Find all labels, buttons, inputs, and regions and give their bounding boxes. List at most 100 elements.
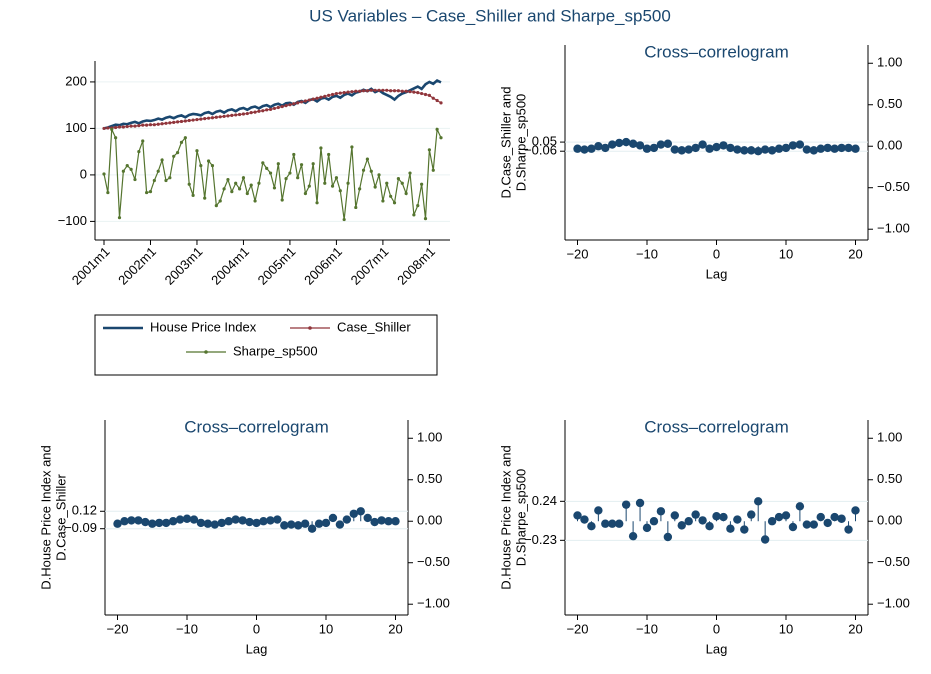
- point: [370, 517, 379, 527]
- series-marker: [121, 125, 125, 129]
- series-marker: [129, 124, 133, 128]
- series-marker: [315, 96, 319, 100]
- series-marker: [114, 125, 118, 130]
- series-marker: [427, 93, 431, 98]
- series-marker: [404, 89, 408, 93]
- y-tick-label: −0.06: [524, 143, 557, 158]
- series-marker: [307, 98, 311, 102]
- y-axis-label: D.Sharpe_sp500: [513, 469, 528, 567]
- point: [830, 144, 839, 153]
- series-marker: [423, 92, 428, 97]
- series-marker: [323, 181, 327, 185]
- point: [293, 521, 303, 530]
- series-marker: [110, 127, 114, 131]
- series-marker: [241, 112, 246, 116]
- point: [628, 531, 638, 541]
- series-marker: [199, 164, 203, 168]
- series-marker: [129, 167, 133, 171]
- series-marker: [187, 118, 191, 123]
- y-tick-label: −100: [58, 213, 87, 228]
- series-marker: [237, 187, 242, 191]
- point: [795, 140, 805, 149]
- series-marker: [373, 88, 377, 92]
- series-marker: [145, 123, 149, 127]
- series-marker: [241, 176, 246, 180]
- point: [349, 509, 358, 518]
- series-marker: [102, 126, 106, 131]
- point: [189, 515, 199, 524]
- series-marker: [396, 177, 400, 181]
- point: [691, 510, 700, 519]
- series-marker: [172, 154, 176, 158]
- series-marker: [218, 199, 222, 203]
- series-marker: [330, 92, 335, 97]
- series-marker: [249, 183, 253, 187]
- series-marker: [168, 121, 172, 125]
- point: [747, 510, 756, 519]
- point: [384, 517, 393, 526]
- series-marker: [191, 193, 195, 197]
- y-tick-label: 0: [80, 166, 87, 181]
- series-marker: [354, 205, 358, 210]
- x-axis-label: Lag: [706, 641, 728, 656]
- series-marker: [168, 176, 172, 180]
- y-tick-label: 200: [65, 73, 87, 88]
- point: [266, 516, 275, 525]
- point: [649, 143, 659, 153]
- point: [580, 145, 589, 154]
- point: [726, 143, 735, 153]
- point: [802, 520, 812, 529]
- y2-tick-label: 0.50: [877, 471, 902, 486]
- point: [245, 517, 254, 527]
- point: [321, 518, 331, 528]
- series-marker: [423, 217, 428, 221]
- point: [196, 518, 206, 528]
- series-marker: [392, 89, 397, 93]
- y2-tick-label: −1.00: [877, 221, 910, 236]
- series-marker: [439, 136, 443, 140]
- series-marker: [218, 115, 222, 119]
- point: [740, 146, 749, 155]
- series-marker: [203, 196, 207, 200]
- point: [635, 498, 645, 508]
- point: [314, 519, 324, 528]
- y2-tick-label: −1.00: [877, 596, 910, 611]
- point: [691, 143, 700, 153]
- point: [182, 514, 192, 523]
- series-marker: [226, 114, 230, 118]
- point: [830, 512, 839, 522]
- series-marker: [214, 203, 218, 208]
- point: [656, 507, 666, 516]
- y2-tick-label: 0.50: [877, 96, 902, 111]
- y-tick-label: 0.12: [72, 503, 97, 518]
- series-marker: [280, 104, 284, 109]
- point: [231, 515, 240, 524]
- point: [238, 516, 247, 525]
- series-marker: [389, 89, 393, 93]
- series-marker: [245, 191, 249, 196]
- point: [203, 519, 213, 528]
- series-marker: [179, 119, 184, 124]
- y2-tick-label: 0.00: [877, 513, 902, 528]
- series-marker: [358, 187, 362, 191]
- point: [127, 516, 136, 525]
- y2-tick-label: 0.50: [417, 471, 442, 486]
- point: [635, 141, 645, 150]
- point: [280, 521, 289, 530]
- point: [663, 139, 673, 148]
- series-marker: [106, 190, 110, 195]
- series-marker: [175, 150, 180, 155]
- series-line: [103, 127, 442, 220]
- point: [774, 144, 784, 153]
- point: [809, 520, 818, 529]
- y-tick-label: 0.05: [532, 134, 557, 149]
- series-marker: [125, 124, 129, 129]
- series-marker: [106, 126, 110, 130]
- point: [837, 514, 846, 523]
- series-marker: [315, 201, 319, 205]
- series-marker: [156, 169, 160, 173]
- point: [816, 512, 825, 522]
- series-marker: [249, 111, 253, 115]
- point: [747, 146, 756, 155]
- series-marker: [148, 123, 153, 127]
